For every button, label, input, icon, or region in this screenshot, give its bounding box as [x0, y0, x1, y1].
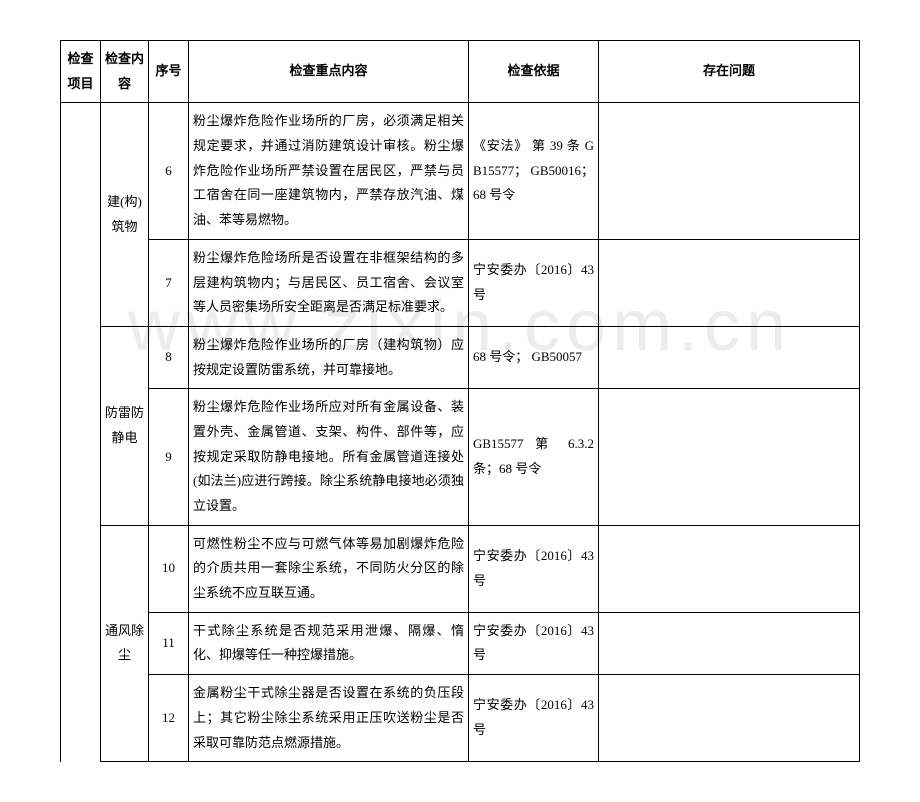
- table-row: 9粉尘爆炸危险作业场所应对所有金属设备、装置外壳、金属管道、支架、构件、部件等，…: [61, 389, 860, 525]
- cell-basis: 宁安委办〔2016〕43 号: [469, 239, 599, 326]
- table-row: 7粉尘爆炸危险场所是否设置在非框架结构的多层建构筑物内；与居民区、员工宿舍、会议…: [61, 239, 860, 326]
- cell-key: 粉尘爆炸危险作业场所的厂房，必须满足相关规定要求，并通过消防建筑设计审核。粉尘爆…: [189, 103, 469, 239]
- header-issue: 存在问题: [599, 41, 860, 103]
- table-body: 建(构)筑物6粉尘爆炸危险作业场所的厂房，必须满足相关规定要求，并通过消防建筑设…: [61, 103, 860, 762]
- cell-content-label: 防雷防静电: [101, 326, 149, 525]
- cell-issue: [599, 389, 860, 525]
- table-row: 防雷防静电8粉尘爆炸危险作业场所的厂房（建构筑物）应按规定设置防雷系统，并可靠接…: [61, 326, 860, 388]
- cell-key: 粉尘爆炸危险作业场所的厂房（建构筑物）应按规定设置防雷系统，并可靠接地。: [189, 326, 469, 388]
- cell-key: 可燃性粉尘不应与可燃气体等易加剧爆炸危险的介质共用一套除尘系统，不同防火分区的除…: [189, 525, 469, 612]
- cell-issue: [599, 326, 860, 388]
- table-row: 12金属粉尘干式除尘器是否设置在系统的负压段上；其它粉尘除尘系统采用正压吹送粉尘…: [61, 675, 860, 762]
- table-row: 11干式除尘系统是否规范采用泄爆、隔爆、惰化、抑爆等任一种控爆措施。宁安委办〔2…: [61, 612, 860, 674]
- cell-basis: 宁安委办〔2016〕43 号: [469, 525, 599, 612]
- cell-issue: [599, 525, 860, 612]
- header-key: 检查重点内容: [189, 41, 469, 103]
- cell-content-label: 建(构)筑物: [101, 103, 149, 327]
- cell-num: 12: [149, 675, 189, 762]
- header-num: 序号: [149, 41, 189, 103]
- cell-key: 粉尘爆炸危险场所是否设置在非框架结构的多层建构筑物内；与居民区、员工宿舍、会议室…: [189, 239, 469, 326]
- cell-num: 10: [149, 525, 189, 612]
- header-project: 检查项目: [61, 41, 101, 103]
- cell-basis: 宁安委办〔2016〕43 号: [469, 612, 599, 674]
- cell-content-label: 通风除尘: [101, 525, 149, 762]
- cell-issue: [599, 675, 860, 762]
- cell-basis: 68 号令； GB50057: [469, 326, 599, 388]
- cell-basis: GB15577 第 6.3.2 条；68 号令: [469, 389, 599, 525]
- cell-num: 11: [149, 612, 189, 674]
- cell-issue: [599, 612, 860, 674]
- cell-num: 6: [149, 103, 189, 239]
- inspection-table: 检查项目 检查内容 序号 检查重点内容 检查依据 存在问题 建(构)筑物6粉尘爆…: [60, 40, 860, 762]
- cell-basis: 宁安委办〔2016〕43 号: [469, 675, 599, 762]
- header-basis: 检查依据: [469, 41, 599, 103]
- cell-num: 7: [149, 239, 189, 326]
- table-row: 建(构)筑物6粉尘爆炸危险作业场所的厂房，必须满足相关规定要求，并通过消防建筑设…: [61, 103, 860, 239]
- cell-issue: [599, 103, 860, 239]
- table-row: 通风除尘10可燃性粉尘不应与可燃气体等易加剧爆炸危险的介质共用一套除尘系统，不同…: [61, 525, 860, 612]
- cell-issue: [599, 239, 860, 326]
- cell-key: 金属粉尘干式除尘器是否设置在系统的负压段上；其它粉尘除尘系统采用正压吹送粉尘是否…: [189, 675, 469, 762]
- header-content: 检查内容: [101, 41, 149, 103]
- cell-key: 粉尘爆炸危险作业场所应对所有金属设备、装置外壳、金属管道、支架、构件、部件等，应…: [189, 389, 469, 525]
- cell-num: 8: [149, 326, 189, 388]
- cell-project: [61, 103, 101, 762]
- cell-basis: 《安法》 第 39 条 GB15577； GB50016； 68 号令: [469, 103, 599, 239]
- cell-key: 干式除尘系统是否规范采用泄爆、隔爆、惰化、抑爆等任一种控爆措施。: [189, 612, 469, 674]
- table-header-row: 检查项目 检查内容 序号 检查重点内容 检查依据 存在问题: [61, 41, 860, 103]
- cell-num: 9: [149, 389, 189, 525]
